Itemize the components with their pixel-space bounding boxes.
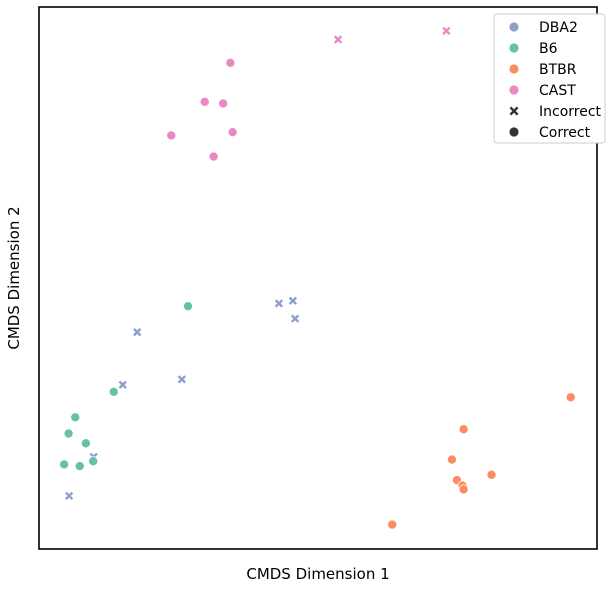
legend-marker-btbr bbox=[508, 63, 520, 75]
data-point-dba2-incorrect bbox=[177, 375, 186, 384]
data-point-dba2-incorrect bbox=[118, 380, 127, 389]
x-axis-label: CMDS Dimension 1 bbox=[246, 565, 389, 583]
data-point-cast-correct bbox=[208, 151, 219, 162]
data-point-b6-correct bbox=[63, 428, 74, 439]
legend-label-dba2: DBA2 bbox=[539, 20, 578, 36]
data-point-dba2-incorrect bbox=[133, 328, 142, 337]
legend-marker-cast bbox=[508, 84, 520, 96]
data-point-cast-correct bbox=[218, 98, 229, 109]
data-point-cast-incorrect bbox=[442, 26, 451, 35]
data-point-cast-correct bbox=[227, 127, 238, 138]
legend-marker-correct bbox=[508, 126, 520, 138]
data-point-btbr-correct bbox=[486, 469, 497, 480]
legend: DBA2 B6 BTBR CAST Incorrect Correct bbox=[493, 13, 606, 144]
data-point-b6-correct bbox=[74, 461, 85, 472]
legend-marker-b6 bbox=[508, 42, 520, 54]
data-point-dba2-incorrect bbox=[274, 299, 284, 308]
data-point-cast-incorrect bbox=[333, 35, 343, 44]
data-point-b6-correct bbox=[88, 456, 99, 467]
data-point-cast-correct bbox=[166, 130, 177, 141]
legend-marker-incorrect bbox=[509, 106, 519, 116]
data-point-dba2-incorrect bbox=[290, 314, 300, 323]
data-point-b6-correct bbox=[108, 386, 119, 397]
data-point-btbr-correct bbox=[446, 454, 457, 465]
data-point-cast-correct bbox=[225, 57, 236, 68]
legend-label-cast: CAST bbox=[539, 83, 576, 99]
legend-box bbox=[493, 13, 606, 144]
plot-area-frame bbox=[38, 6, 598, 550]
data-point-btbr-correct bbox=[458, 484, 469, 495]
legend-label-b6: B6 bbox=[539, 41, 558, 57]
data-points-layer bbox=[59, 26, 576, 530]
data-point-b6-correct bbox=[80, 438, 91, 449]
legend-items: DBA2 B6 BTBR CAST Incorrect Correct bbox=[508, 20, 602, 141]
data-point-b6-correct bbox=[182, 301, 193, 312]
data-point-b6-correct bbox=[59, 459, 70, 470]
legend-label-btbr: BTBR bbox=[539, 62, 577, 78]
data-point-dba2-incorrect bbox=[288, 296, 298, 305]
data-point-btbr-correct bbox=[387, 519, 398, 530]
y-axis-label: CMDS Dimension 2 bbox=[5, 206, 23, 349]
data-point-cast-correct bbox=[199, 96, 210, 107]
data-point-btbr-correct bbox=[565, 392, 576, 403]
data-point-b6-correct bbox=[70, 412, 81, 423]
legend-label-correct: Correct bbox=[539, 125, 591, 141]
legend-label-incorrect: Incorrect bbox=[539, 104, 602, 120]
legend-marker-dba2 bbox=[508, 21, 520, 33]
data-point-btbr-correct bbox=[458, 424, 469, 435]
data-point-dba2-incorrect bbox=[64, 491, 74, 501]
